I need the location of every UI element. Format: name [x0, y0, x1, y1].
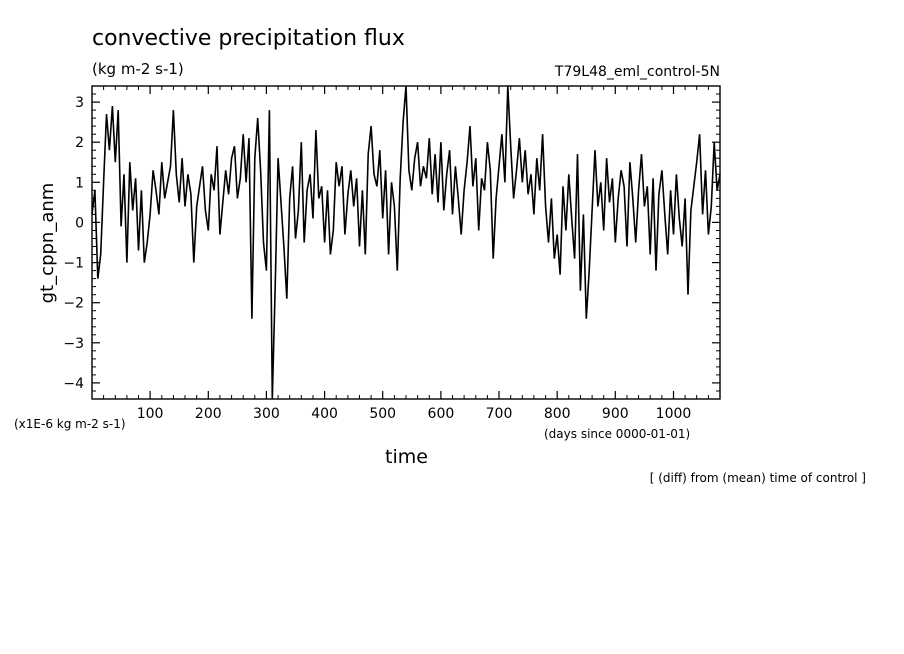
y-axis — [92, 85, 720, 400]
x-tick-label: 800 — [544, 406, 571, 422]
y-tick-label: 3 — [75, 95, 84, 111]
x-units: (days since 0000-01-01) — [544, 427, 690, 441]
x-tick-label: 600 — [428, 406, 455, 422]
y-tick-label: −3 — [63, 336, 84, 352]
scale-note: (x1E-6 kg m-2 s-1) — [14, 417, 126, 431]
x-tick-label: 200 — [195, 406, 222, 422]
chart-units: (kg m-2 s-1) — [92, 60, 184, 78]
y-tick-label: 1 — [75, 175, 84, 191]
x-tick-label: 400 — [311, 406, 338, 422]
x-axis-label: time — [385, 446, 428, 468]
x-axis — [103, 86, 709, 399]
y-axis-label: gt_cppn_anm — [37, 183, 58, 304]
plot-frame — [91, 85, 721, 400]
footer-caption: [ (diff) from (mean) time of control ] — [650, 471, 866, 485]
x-tick-label: 900 — [602, 406, 629, 422]
series-line — [91, 85, 721, 400]
x-tick-label: 1000 — [656, 406, 692, 422]
x-tick-label: 500 — [369, 406, 396, 422]
x-tick-label: 300 — [253, 406, 280, 422]
y-tick-label: −2 — [63, 296, 84, 312]
y-tick-label: −4 — [63, 376, 84, 392]
y-tick-label: 2 — [75, 135, 84, 151]
y-tick-label: −1 — [63, 256, 84, 272]
chart-title: convective precipitation flux — [92, 26, 405, 51]
x-tick-label: 100 — [137, 406, 164, 422]
x-tick-label: 700 — [486, 406, 513, 422]
run-label: T79L48_eml_control-5N — [554, 64, 720, 80]
y-tick-label: 0 — [75, 215, 84, 231]
